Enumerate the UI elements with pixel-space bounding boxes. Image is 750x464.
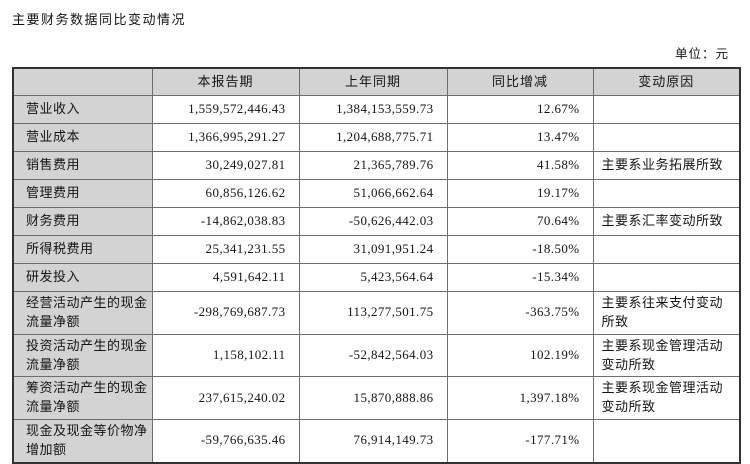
row-item-label: 营业收入: [12, 95, 153, 124]
page-title: 主要财务数据同比变动情况: [12, 12, 187, 27]
row-change-percent: -177.71%: [446, 419, 594, 464]
row-change-percent: 70.64%: [446, 207, 594, 236]
table-row: 投资活动产生的现金流量净额 1,158,102.11 -52,842,564.0…: [12, 333, 741, 378]
row-current-value: 60,856,126.62: [151, 179, 300, 208]
table-body: 营业收入 1,559,572,446.43 1,384,153,559.73 1…: [12, 95, 741, 464]
row-change-percent: -15.34%: [446, 263, 594, 292]
table-row: 所得税费用 25,341,231.55 31,091,951.24 -18.50…: [12, 235, 741, 264]
row-change-reason: [592, 179, 741, 208]
row-current-value: 1,559,572,446.43: [151, 95, 300, 124]
table-row: 营业成本 1,366,995,291.27 1,204,688,775.71 1…: [12, 123, 741, 152]
row-current-value: 25,341,231.55: [151, 235, 300, 264]
table-row: 研发投入 4,591,642.11 5,423,564.64 -15.34%: [12, 263, 741, 292]
financial-comparison-table: 本报告期 上年同期 同比增减 变动原因 营业收入 1,559,572,446.4…: [12, 67, 741, 464]
row-item-label: 销售费用: [12, 151, 153, 180]
row-change-reason: 主要系现金管理活动变动所致: [592, 333, 741, 378]
row-change-percent: -18.50%: [446, 235, 594, 264]
row-change-percent: 19.17%: [446, 179, 594, 208]
row-change-percent: 1,397.18%: [446, 376, 594, 421]
header-item-blank: [12, 67, 153, 96]
header-prior-period: 上年同期: [298, 67, 448, 96]
row-prior-value: 51,066,662.64: [298, 179, 448, 208]
row-prior-value: 113,277,501.75: [298, 291, 448, 335]
row-change-reason: 主要系汇率变动所致: [592, 207, 741, 236]
header-change-reason: 变动原因: [592, 67, 741, 96]
row-item-label: 营业成本: [12, 123, 153, 152]
table-row: 营业收入 1,559,572,446.43 1,384,153,559.73 1…: [12, 95, 741, 124]
row-change-reason: [592, 419, 741, 464]
row-item-label: 所得税费用: [12, 235, 153, 264]
row-change-reason: [592, 263, 741, 292]
row-item-label: 现金及现金等价物净增加额: [12, 419, 153, 464]
unit-label: 单位：元: [674, 47, 729, 61]
row-change-reason: [592, 235, 741, 264]
row-item-label: 研发投入: [12, 263, 153, 292]
row-prior-value: 76,914,149.73: [298, 419, 448, 464]
row-current-value: -298,769,687.73: [151, 291, 300, 335]
row-prior-value: 31,091,951.24: [298, 235, 448, 264]
row-prior-value: -50,626,442.03: [298, 207, 448, 236]
row-item-label: 投资活动产生的现金流量净额: [12, 333, 153, 378]
row-change-reason: [592, 95, 741, 124]
row-current-value: 1,158,102.11: [151, 333, 300, 378]
table-row: 销售费用 30,249,027.81 21,365,789.76 41.58% …: [12, 151, 741, 180]
row-item-label: 经营活动产生的现金流量净额: [12, 291, 153, 335]
table-row: 财务费用 -14,862,038.83 -50,626,442.03 70.64…: [12, 207, 741, 236]
table-row: 管理费用 60,856,126.62 51,066,662.64 19.17%: [12, 179, 741, 208]
row-current-value: -14,862,038.83: [151, 207, 300, 236]
row-change-percent: 41.58%: [446, 151, 594, 180]
row-prior-value: 15,870,888.86: [298, 376, 448, 421]
row-prior-value: 1,384,153,559.73: [298, 95, 448, 124]
table-row: 现金及现金等价物净增加额 -59,766,635.46 76,914,149.7…: [12, 419, 741, 464]
row-change-percent: 12.67%: [446, 95, 594, 124]
row-change-percent: 13.47%: [446, 123, 594, 152]
row-item-label: 筹资活动产生的现金流量净额: [12, 376, 153, 421]
row-change-reason: 主要系往来支付变动所致: [592, 291, 741, 335]
row-current-value: -59,766,635.46: [151, 419, 300, 464]
table-row: 经营活动产生的现金流量净额 -298,769,687.73 113,277,50…: [12, 291, 741, 335]
table-header-row: 本报告期 上年同期 同比增减 变动原因: [12, 67, 741, 96]
row-change-reason: 主要系业务拓展所致: [592, 151, 741, 180]
row-change-percent: -363.75%: [446, 291, 594, 335]
row-current-value: 237,615,240.02: [151, 376, 300, 421]
row-item-label: 管理费用: [12, 179, 153, 208]
header-yoy-change: 同比增减: [446, 67, 594, 96]
row-prior-value: 21,365,789.76: [298, 151, 448, 180]
table-row: 筹资活动产生的现金流量净额 237,615,240.02 15,870,888.…: [12, 376, 741, 421]
row-item-label: 财务费用: [12, 207, 153, 236]
row-change-reason: 主要系现金管理活动变动所致: [592, 376, 741, 421]
row-current-value: 4,591,642.11: [151, 263, 300, 292]
row-current-value: 30,249,027.81: [151, 151, 300, 180]
row-prior-value: -52,842,564.03: [298, 333, 448, 378]
row-prior-value: 5,423,564.64: [298, 263, 448, 292]
row-prior-value: 1,204,688,775.71: [298, 123, 448, 152]
row-change-reason: [592, 123, 741, 152]
row-current-value: 1,366,995,291.27: [151, 123, 300, 152]
row-change-percent: 102.19%: [446, 333, 594, 378]
header-current-period: 本报告期: [151, 67, 300, 96]
